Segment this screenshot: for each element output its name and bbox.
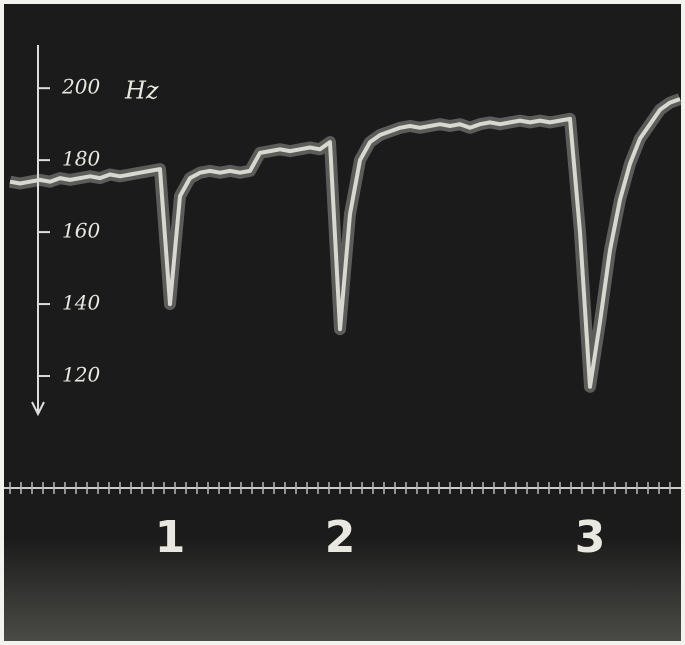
y-tick-label: 120 bbox=[62, 363, 100, 387]
y-tick-label: 200 bbox=[61, 75, 100, 99]
y-tick-label: 180 bbox=[62, 147, 100, 171]
y-tick-label: 160 bbox=[62, 219, 100, 243]
event-label: 3 bbox=[575, 512, 606, 563]
event-label: 1 bbox=[155, 512, 186, 563]
event-label: 2 bbox=[325, 512, 356, 563]
time-ticks bbox=[9, 482, 671, 494]
trace bbox=[9, 97, 681, 389]
y-axis-arrow bbox=[31, 401, 45, 417]
y-unit: Hz bbox=[124, 77, 159, 105]
y-tick-label: 140 bbox=[62, 291, 100, 315]
screen-bottom bbox=[4, 540, 681, 641]
